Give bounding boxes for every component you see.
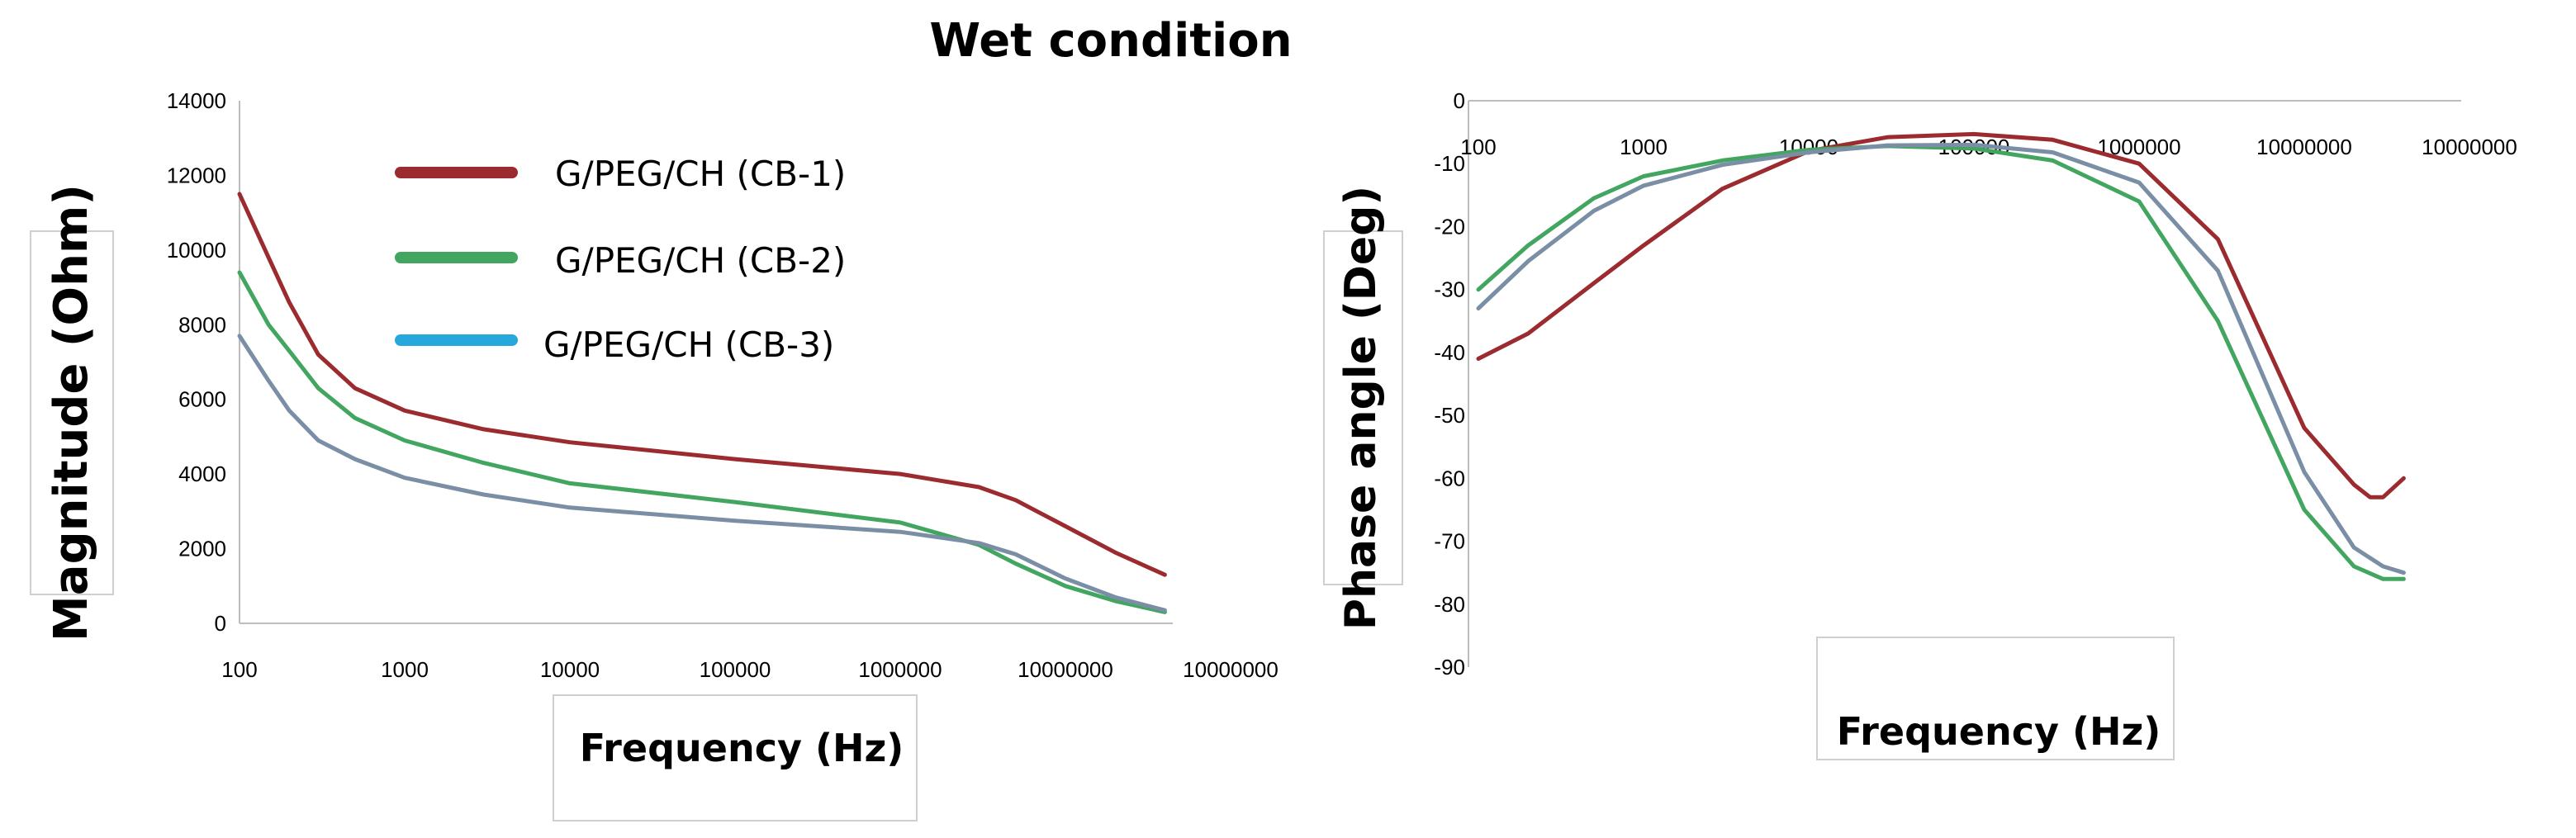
magnitude-y-tick-label: 8000	[178, 312, 226, 337]
legend-label-cb1: G/PEG/CH (CB-1)	[555, 154, 846, 194]
phase-y-ticks: 0 -10 -20 -30 -40 -50 -60 -70 -80 -90	[1434, 88, 1465, 679]
legend-label-cb2: G/PEG/CH (CB-2)	[555, 240, 846, 281]
magnitude-series-line-cb1	[237, 192, 1167, 577]
magnitude-series	[237, 192, 1167, 614]
phase-series-line-cb1	[1476, 131, 2406, 499]
phase-y-tick-label: -40	[1434, 340, 1465, 365]
magnitude-y-tick-label: 2000	[178, 537, 226, 561]
phase-x-axis-title: Frequency (Hz)	[1837, 709, 2161, 754]
phase-y-tick-label: -60	[1434, 466, 1465, 490]
magnitude-xlabel-box	[553, 694, 918, 821]
phase-x-tick-label: 10000000	[2422, 135, 2517, 159]
magnitude-series-line-cb2	[237, 270, 1167, 614]
phase-series-line-cb2	[1476, 144, 2406, 581]
phase-y-tick-label: -90	[1434, 655, 1465, 679]
magnitude-y-tick-label: 4000	[178, 462, 226, 486]
phase-chart: Phase angle (Deg) 0 -10 -20 -30 -40 -50 -60 -70…	[1323, 88, 2517, 760]
magnitude-y-tick-label: 0	[215, 611, 226, 636]
magnitude-y-axis-title: Magnitude (Ohm)	[45, 184, 98, 642]
magnitude-y-tick-label: 14000	[167, 88, 226, 113]
phase-y-tick-label: -10	[1434, 151, 1465, 176]
magnitude-x-tick-label: 100000	[700, 657, 771, 682]
phase-y-tick-label: -20	[1434, 214, 1465, 239]
magnitude-y-ticks: 0 2000 4000 6000 8000 10000 12000 14000	[167, 88, 226, 636]
magnitude-ylabel-box	[30, 230, 114, 595]
magnitude-x-tick-label: 10000	[540, 657, 600, 682]
phase-y-axis-title: Phase angle (Deg)	[1336, 186, 1386, 630]
phase-y-tick-label: -80	[1434, 592, 1465, 617]
phase-xlabel-box	[1816, 637, 2175, 760]
magnitude-x-tick-label: 10000000	[1183, 657, 1279, 682]
phase-series	[1476, 131, 2406, 581]
magnitude-x-tick-label: 1000	[381, 657, 429, 682]
phase-y-tick-label: -30	[1434, 277, 1465, 302]
magnitude-x-tick-label: 1000000	[858, 657, 942, 682]
magnitude-y-tick-label: 10000	[167, 238, 226, 263]
phase-x-tick-label: 100	[1460, 135, 1496, 159]
magnitude-x-axis-title: Frequency (Hz)	[580, 726, 904, 770]
phase-x-tick-label: 10000000	[2256, 135, 2352, 159]
phase-y-tick-label: 0	[1454, 88, 1465, 113]
magnitude-x-tick-label: 10000000	[1018, 657, 1113, 682]
legend: G/PEG/CH (CB-1) G/PEG/CH (CB-2) G/PEG/CH…	[395, 154, 846, 365]
legend-label-cb3: G/PEG/CH (CB-3)	[543, 324, 834, 365]
phase-ylabel-box	[1323, 230, 1403, 585]
magnitude-x-tick-label: 100	[221, 657, 257, 682]
phase-series-line-cb3	[1476, 142, 2406, 575]
phase-y-tick-label: -70	[1434, 529, 1465, 554]
magnitude-y-tick-label: 12000	[167, 163, 226, 187]
magnitude-series-line-cb3	[237, 334, 1167, 613]
phase-y-tick-label: -50	[1434, 403, 1465, 428]
figure-title: Wet condition	[929, 14, 1292, 68]
phase-x-tick-label: 1000	[1620, 135, 1668, 159]
magnitude-y-tick-label: 6000	[178, 387, 226, 412]
magnitude-x-ticks: 100 1000 10000 100000 1000000 10000000 1000000…	[221, 657, 1279, 682]
magnitude-chart: Magnitude (Ohm) 0 2000 4000 6000 8000 10000 12…	[30, 88, 1279, 821]
